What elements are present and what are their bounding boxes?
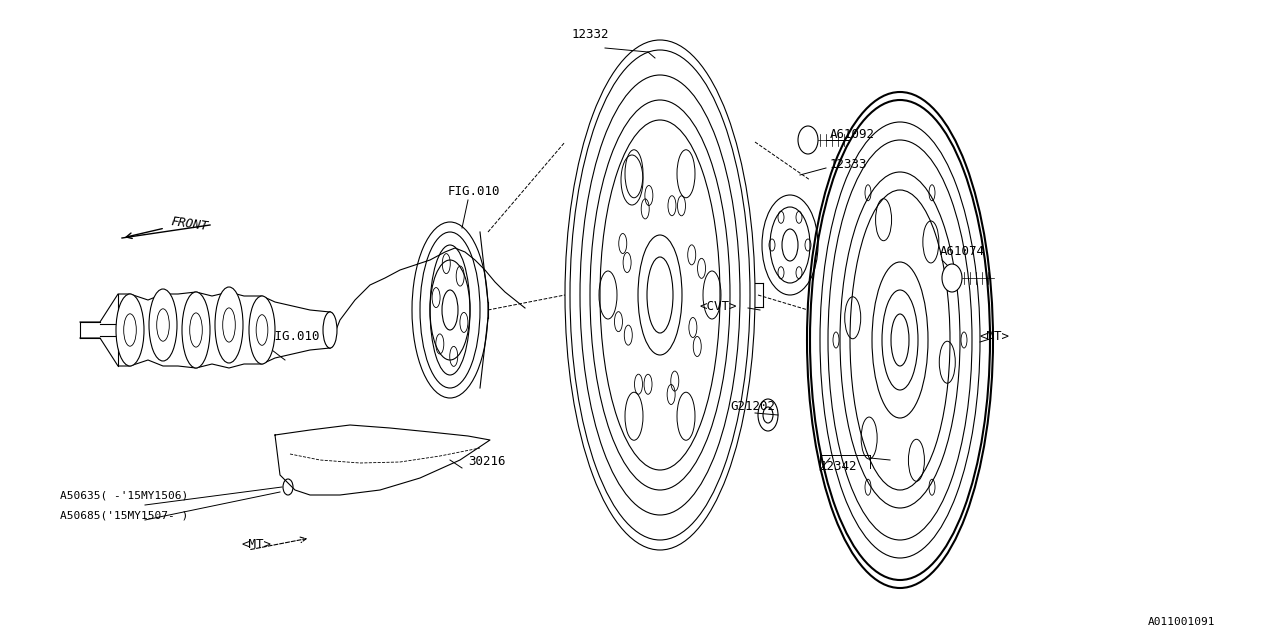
Text: 30216: 30216 xyxy=(468,455,506,468)
Ellipse shape xyxy=(250,296,275,364)
Text: A50685('15MY1507- ): A50685('15MY1507- ) xyxy=(60,510,188,520)
Text: <MT>: <MT> xyxy=(242,538,273,551)
Text: <MT>: <MT> xyxy=(980,330,1010,343)
Text: 12332: 12332 xyxy=(571,28,609,41)
Text: G21202: G21202 xyxy=(730,400,774,413)
Text: 12333: 12333 xyxy=(829,158,868,171)
Ellipse shape xyxy=(797,126,818,154)
Ellipse shape xyxy=(215,287,243,363)
Text: FIG.010: FIG.010 xyxy=(268,330,320,343)
Ellipse shape xyxy=(323,312,337,348)
Text: A50635( -'15MY1506): A50635( -'15MY1506) xyxy=(60,490,188,500)
Text: A61074: A61074 xyxy=(940,245,986,258)
Ellipse shape xyxy=(182,292,210,368)
Text: 12342: 12342 xyxy=(820,460,858,473)
Ellipse shape xyxy=(942,264,963,292)
Text: A61092: A61092 xyxy=(829,128,876,141)
Text: FIG.010: FIG.010 xyxy=(448,185,500,198)
Ellipse shape xyxy=(148,289,177,361)
Text: A011001091: A011001091 xyxy=(1147,617,1215,627)
Ellipse shape xyxy=(116,294,143,366)
Text: <CVT>: <CVT> xyxy=(700,300,737,313)
Text: FRONT: FRONT xyxy=(170,215,209,233)
